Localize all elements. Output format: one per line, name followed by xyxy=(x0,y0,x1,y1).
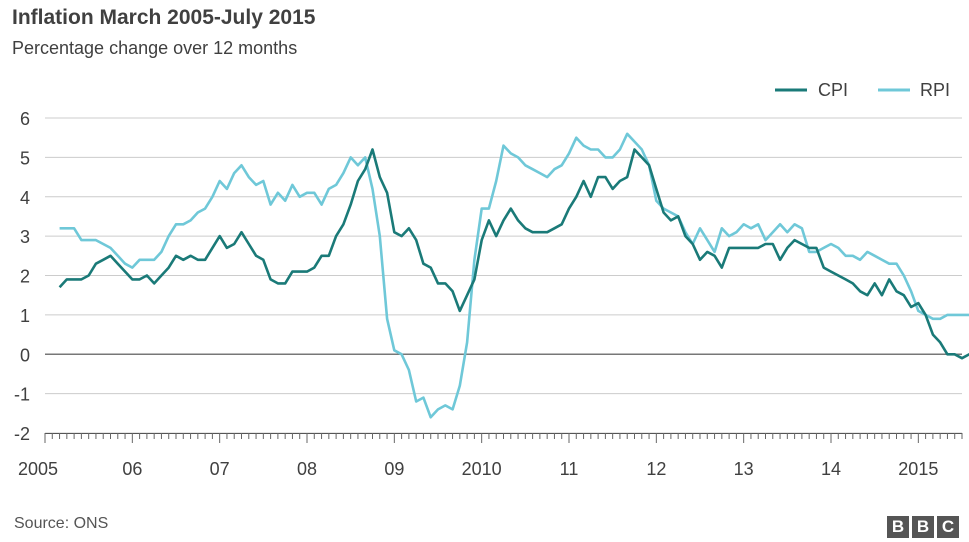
grid-lines xyxy=(45,117,962,434)
chart-subtitle: Percentage change over 12 months xyxy=(12,38,298,58)
legend: CPI RPI xyxy=(775,80,950,100)
series-lines xyxy=(58,132,969,419)
logo-letter: B xyxy=(887,516,909,538)
x-tick-label: 08 xyxy=(297,459,317,479)
y-tick-label: 2 xyxy=(20,267,30,287)
x-axis: 2005 06 07 08 09 2010 11 12 13 14 2015 xyxy=(18,433,963,479)
x-tick-label: 13 xyxy=(734,459,754,479)
x-tick-label: 09 xyxy=(384,459,404,479)
series-line-cpi xyxy=(58,148,969,360)
logo-letter: C xyxy=(937,516,959,538)
y-tick-label: 6 xyxy=(20,109,30,129)
chart-title: Inflation March 2005-July 2015 xyxy=(12,6,316,29)
y-tick-label: 3 xyxy=(20,227,30,247)
x-tick-label: 06 xyxy=(122,459,142,479)
legend-label-cpi: CPI xyxy=(818,80,848,100)
x-tick-label: 12 xyxy=(646,459,666,479)
y-tick-label: -1 xyxy=(14,385,30,405)
series-line-rpi xyxy=(59,132,969,419)
y-tick-label: 0 xyxy=(20,345,30,365)
x-tick-label: 14 xyxy=(821,459,841,479)
y-tick-label: 4 xyxy=(20,188,30,208)
x-tick-label: 2010 xyxy=(462,459,502,479)
y-tick-label: 5 xyxy=(20,148,30,168)
source-note: Source: ONS xyxy=(14,515,109,532)
x-tick-label: 07 xyxy=(210,459,230,479)
y-axis: 6 5 4 3 2 1 0 -1 -2 xyxy=(14,109,30,444)
x-tick-label: 2005 xyxy=(18,459,58,479)
bbc-logo: B B C xyxy=(887,516,959,538)
x-tick-label: 2015 xyxy=(898,459,938,479)
logo-letter: B xyxy=(912,516,934,538)
x-tick-label: 11 xyxy=(560,459,579,479)
y-tick-label: -2 xyxy=(14,424,30,444)
y-tick-label: 1 xyxy=(20,306,30,326)
legend-label-rpi: RPI xyxy=(920,80,950,100)
